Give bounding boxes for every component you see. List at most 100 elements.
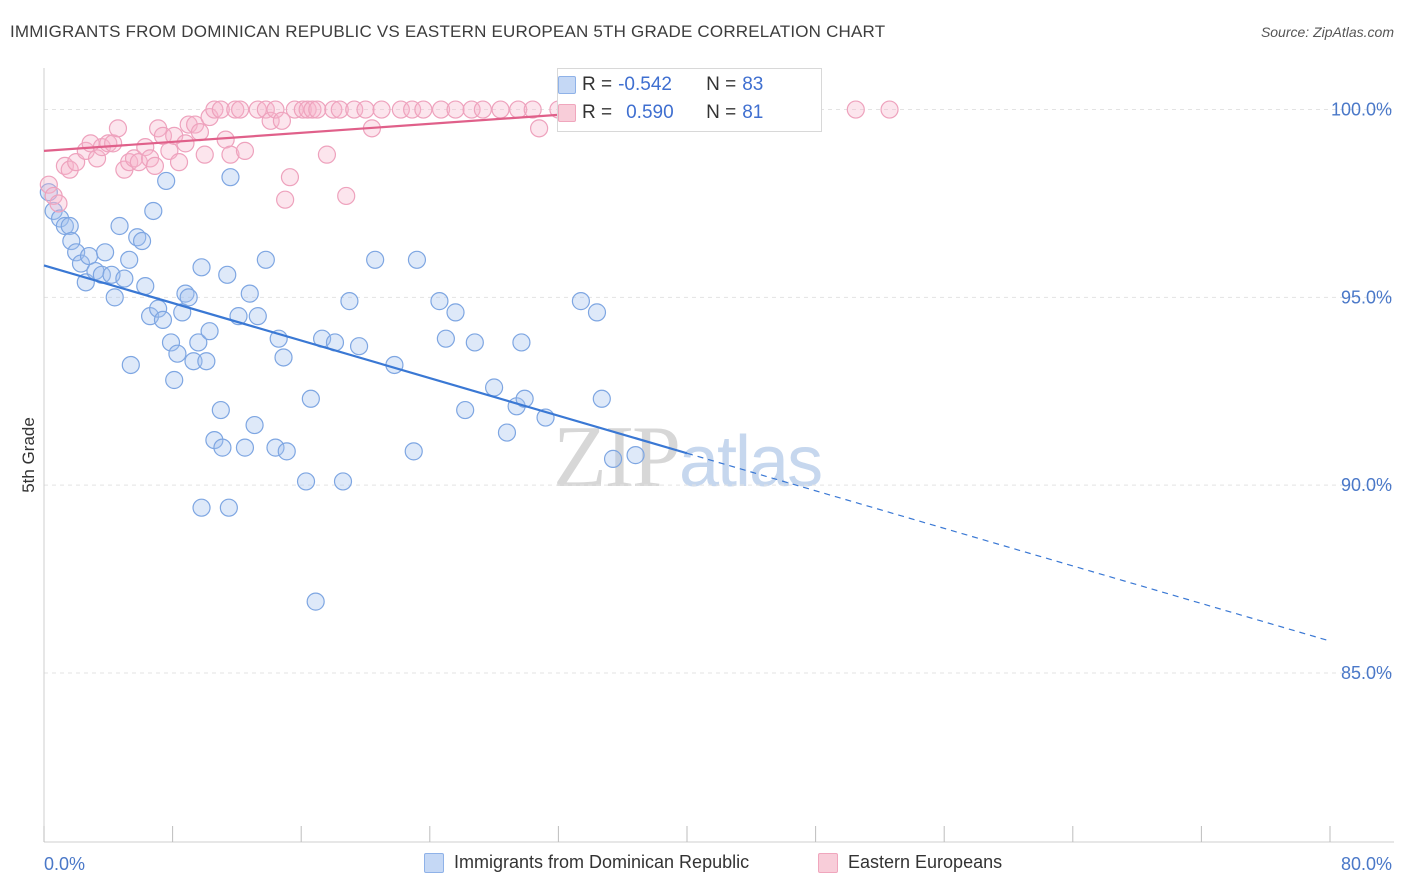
y-tick-label: 85.0%: [1341, 663, 1392, 683]
data-point: [226, 100, 245, 119]
data-point: [144, 201, 163, 221]
data-point: [169, 153, 189, 172]
data-point: [136, 276, 155, 296]
data-point: [195, 145, 214, 164]
data-point: [446, 303, 465, 322]
data-point: [366, 250, 385, 269]
data-point: [115, 269, 134, 288]
data-point: [176, 134, 195, 153]
data-point: [189, 333, 208, 352]
data-point: [256, 250, 275, 269]
data-point: [337, 186, 356, 206]
y-axis-title: 5th Grade: [19, 417, 38, 493]
data-point: [221, 145, 240, 164]
data-point: [530, 119, 549, 138]
data-point: [340, 292, 359, 311]
source-note: Source: ZipAtlas.com: [1260, 24, 1394, 40]
data-point: [272, 111, 292, 130]
data-point: [192, 258, 211, 277]
data-point: [197, 352, 216, 371]
data-point: [276, 190, 295, 209]
data-point: [266, 100, 285, 119]
data-point: [145, 156, 165, 176]
axes: [43, 68, 1394, 843]
stats-box: R = -0.542 N = 83 R = 0.590 N = 81: [557, 68, 822, 132]
data-point: [465, 333, 484, 352]
data-point: [235, 438, 255, 457]
data-point: [324, 100, 343, 119]
data-point: [200, 322, 219, 341]
data-point: [240, 284, 259, 303]
data-point: [880, 100, 899, 119]
stats-row-dominican: R = -0.542 N = 83: [558, 73, 763, 97]
trend-lines: [43, 104, 1331, 642]
data-point: [317, 145, 337, 164]
stats-row-eastern-european: R = 0.590 N = 81: [558, 101, 763, 125]
data-point: [280, 168, 300, 187]
data-point: [277, 442, 296, 461]
data-point: [179, 288, 198, 307]
grid-lines: [44, 109, 1394, 674]
data-point: [298, 100, 317, 119]
data-point: [235, 141, 255, 160]
data-point: [190, 122, 210, 142]
data-point: [168, 344, 187, 363]
data-point: [436, 329, 455, 348]
data-point: [121, 355, 140, 375]
data-point: [485, 378, 504, 397]
data-point: [120, 250, 139, 269]
data-point: [55, 216, 74, 236]
legend-label: Immigrants from Dominican Republic: [454, 852, 750, 872]
trend-line-dominican: [43, 264, 688, 455]
data-point: [497, 423, 517, 442]
data-point: [60, 160, 79, 179]
stats-r-label: R =: [582, 102, 613, 123]
stats-r-value: 0.590: [626, 102, 674, 123]
y-tick-label: 100.0%: [1331, 100, 1392, 120]
legend-swatch-eastern-european: [818, 852, 838, 873]
data-point: [587, 303, 607, 322]
stats-n-label: N =: [706, 74, 737, 95]
data-point: [293, 100, 312, 119]
data-point: [87, 149, 107, 168]
data-point: [414, 100, 433, 119]
stats-swatch-eastern-european: [558, 104, 576, 122]
data-point: [330, 100, 349, 119]
data-point: [333, 472, 353, 491]
data-point: [221, 168, 240, 187]
data-point: [266, 438, 285, 457]
data-point: [184, 352, 203, 371]
data-point: [95, 243, 115, 262]
data-point: [404, 442, 423, 461]
data-point: [431, 100, 451, 119]
data-point: [192, 498, 211, 517]
data-point: [211, 400, 230, 420]
watermark: ZIPatlas: [553, 405, 823, 508]
data-point: [149, 299, 168, 318]
data-point: [430, 292, 449, 311]
x-tick-label: 0.0%: [44, 854, 85, 874]
data-point: [523, 100, 542, 119]
data-point: [245, 415, 264, 435]
data-point: [49, 194, 68, 213]
data-point: [626, 446, 645, 465]
data-point: [303, 100, 322, 119]
data-point: [308, 100, 327, 119]
legend-item-eastern-european[interactable]: Eastern Europeans: [818, 852, 1002, 873]
data-point: [571, 292, 591, 311]
data-point: [274, 348, 293, 367]
stats-r-value: -0.542: [618, 74, 672, 95]
data-point: [372, 100, 391, 119]
legend-item-dominican[interactable]: Immigrants from Dominican Republic: [424, 852, 749, 873]
data-point: [301, 389, 320, 408]
series-eastern-european-points: [39, 100, 899, 213]
data-point: [218, 265, 237, 284]
stats-n-label: N =: [706, 102, 737, 123]
data-point: [60, 216, 79, 236]
stats-swatch-dominican: [558, 76, 576, 94]
data-point: [105, 288, 124, 307]
y-tick-label: 95.0%: [1341, 287, 1392, 307]
data-point: [296, 472, 316, 491]
data-point: [62, 231, 81, 251]
